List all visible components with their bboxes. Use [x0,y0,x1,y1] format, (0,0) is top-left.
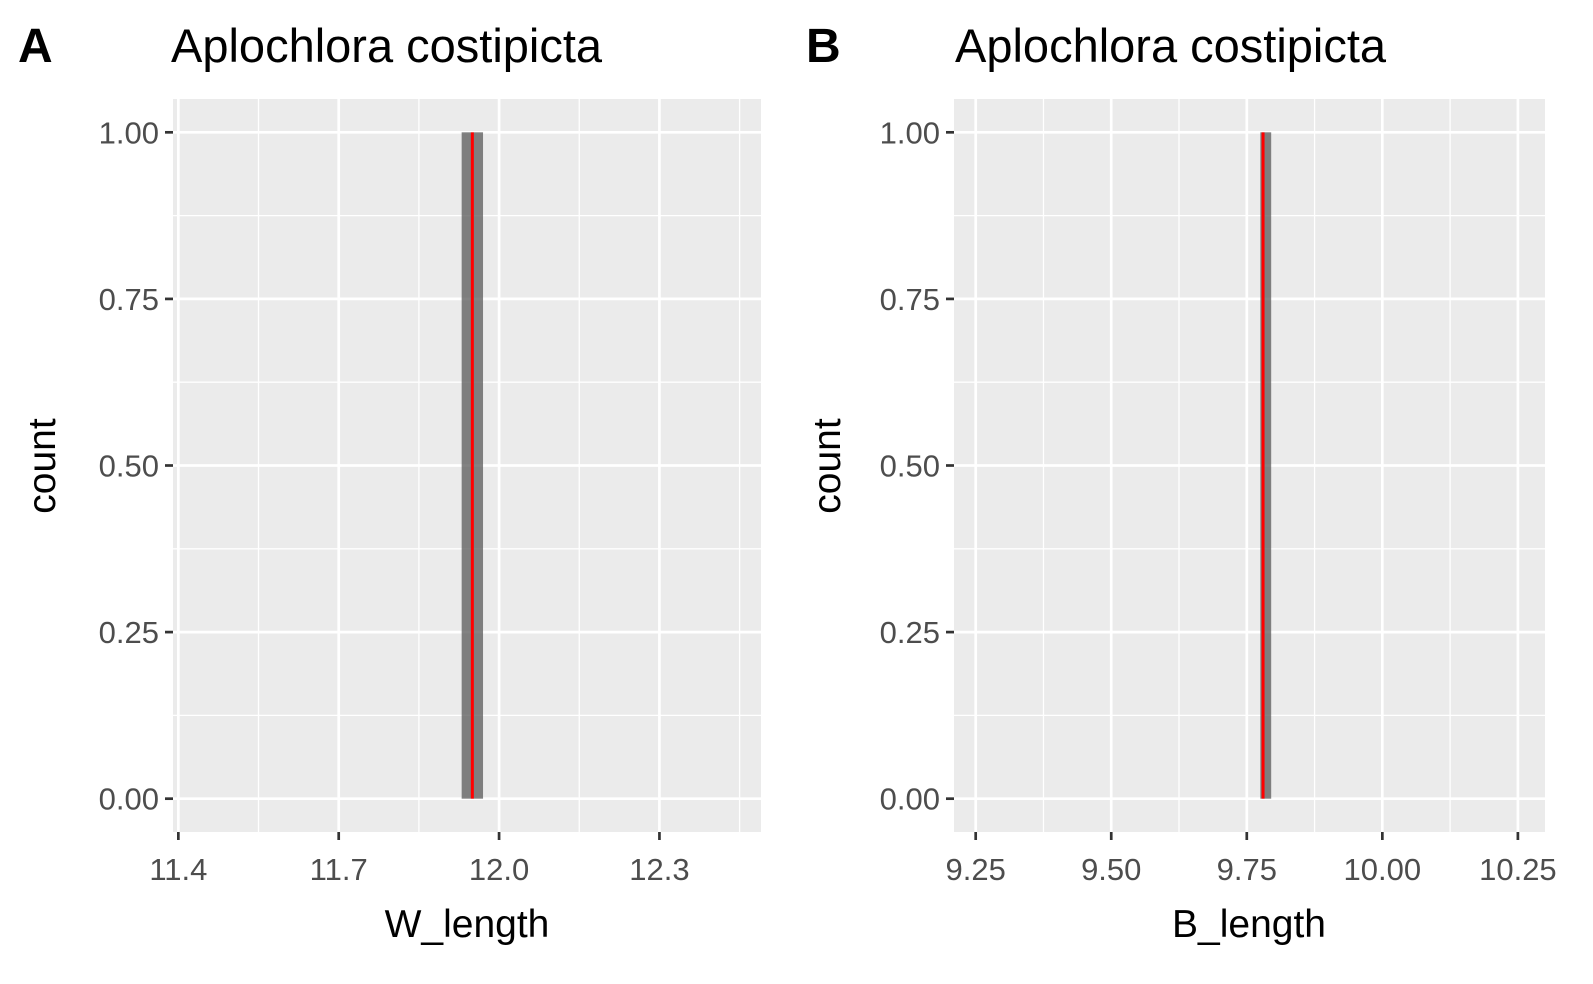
y-tick-label: 1.00 [880,115,940,150]
panel-tag: B [806,20,841,73]
x-tick-label: 11.7 [310,852,368,887]
x-tick-label: 9.75 [1217,852,1277,887]
panel-tag: A [18,20,53,73]
x-tick-label: 10.00 [1344,852,1422,887]
histogram-bar [1260,132,1272,799]
x-axis-title: B_length [1172,903,1326,946]
x-tick-label: 12.0 [469,852,529,887]
x-tick-label: 9.25 [946,852,1006,887]
y-tick-label: 0.75 [99,282,159,317]
y-tick-label: 0.50 [880,449,940,484]
y-tick-label: 0.25 [880,615,940,650]
x-tick-label: 9.50 [1081,852,1141,887]
x-axis-title: W_length [385,903,550,946]
chart-title: Aplochlora costipicta [171,19,603,72]
y-tick-label: 0.50 [99,449,159,484]
chart-title: Aplochlora costipicta [955,19,1387,72]
y-axis-title: count [806,418,849,514]
y-tick-label: 0.75 [880,282,940,317]
y-axis-title: count [21,418,64,514]
x-tick-label: 10.25 [1479,852,1557,887]
y-tick-label: 0.00 [99,782,159,817]
y-tick-label: 0.25 [99,615,159,650]
x-tick-label: 12.3 [629,852,689,887]
x-tick-label: 11.4 [149,852,207,887]
y-tick-label: 0.00 [880,782,940,817]
y-tick-label: 1.00 [99,115,159,150]
